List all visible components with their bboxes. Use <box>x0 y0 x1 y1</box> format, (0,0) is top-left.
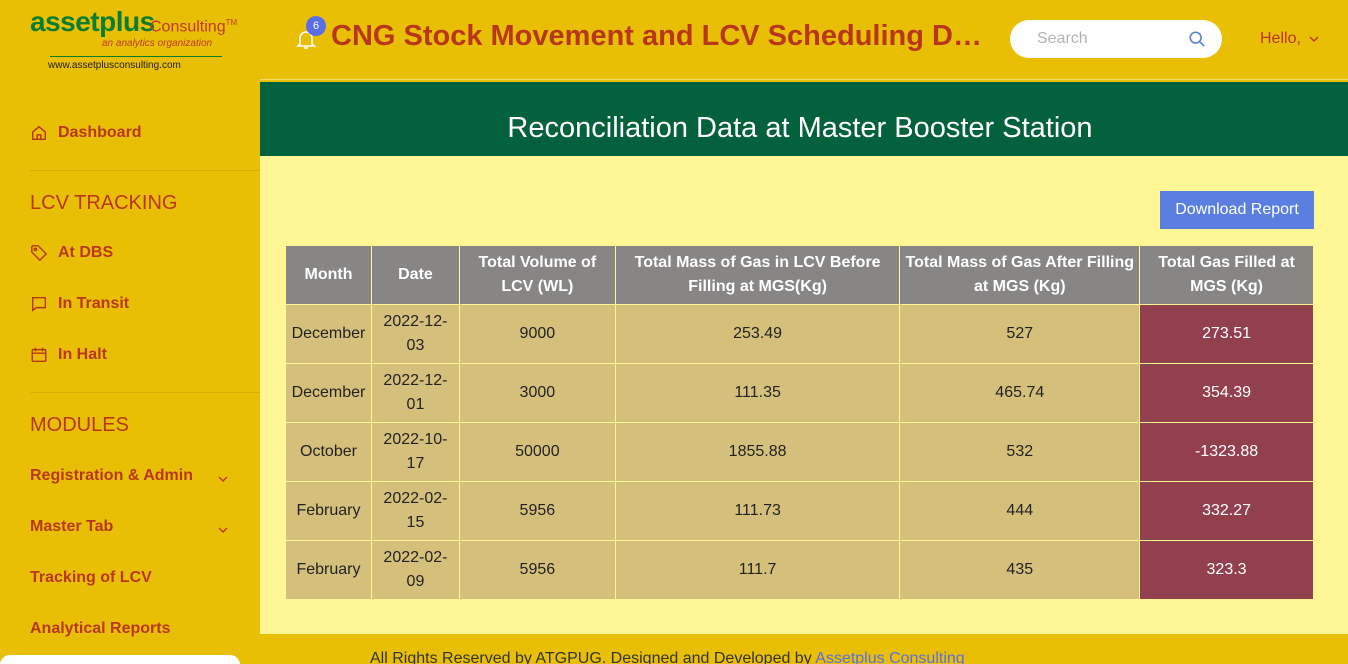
column-header-mass-before[interactable]: Total Mass of Gas in LCV Before Filling … <box>614 245 901 305</box>
section-title: Reconciliation Data at Master Booster St… <box>507 112 1093 144</box>
sidebar: assetplus ConsultingTM an analytics orga… <box>0 0 260 664</box>
cell-date: 2022-12-03 <box>370 304 460 364</box>
home-icon <box>31 125 47 141</box>
column-header-gas-filled[interactable]: Total Gas Filled at MGS (Kg) <box>1139 245 1314 305</box>
footer-link[interactable]: Assetplus Consulting <box>815 650 965 664</box>
column-header-mass-after[interactable]: Total Mass of Gas After Filling at MGS (… <box>899 245 1141 305</box>
main-content: Reconciliation Data at Master Booster St… <box>260 82 1348 634</box>
cell-month: December <box>285 363 372 423</box>
table-row: February 2022-02-15 5956 111.73 444 332.… <box>285 481 1314 541</box>
cell-gas-filled: -1323.88 <box>1139 422 1314 482</box>
sidebar-divider <box>30 170 260 171</box>
table-row: February 2022-02-09 5956 111.7 435 323.3 <box>285 540 1314 600</box>
logo-consulting: ConsultingTM <box>150 18 238 36</box>
cell-mass-before: 1855.88 <box>614 422 901 482</box>
notification-badge: 6 <box>306 16 326 36</box>
section-heading-modules: MODULES <box>30 414 129 436</box>
cell-volume: 5956 <box>458 540 616 600</box>
cell-month: December <box>285 304 372 364</box>
sidebar-item-label: At DBS <box>58 244 114 261</box>
logo-brand: assetplus <box>30 6 155 37</box>
sidebar-item-in-halt[interactable]: In Halt <box>30 346 107 364</box>
tag-icon <box>31 245 48 262</box>
sidebar-item-dashboard[interactable]: Dashboard <box>30 124 142 142</box>
sidebar-item-master-tab[interactable]: Master Tab <box>30 518 113 536</box>
sidebar-item-label: Master Tab <box>30 518 114 535</box>
cell-mass-before: 111.35 <box>614 363 901 423</box>
cell-volume: 5956 <box>458 481 616 541</box>
cell-mass-after: 527 <box>899 304 1141 364</box>
section-heading-lcv-tracking: LCV TRACKING <box>30 192 178 214</box>
column-header-total-volume[interactable]: Total Volume of LCV (WL) <box>458 245 616 305</box>
chevron-down-icon[interactable] <box>217 473 229 485</box>
sidebar-item-registration-admin[interactable]: Registration & Admin <box>30 467 193 485</box>
cell-mass-after: 444 <box>899 481 1141 541</box>
cell-volume: 3000 <box>458 363 616 423</box>
table-header-row: Month Date Total Volume of LCV (WL) Tota… <box>285 245 1314 305</box>
cell-gas-filled: 332.27 <box>1139 481 1314 541</box>
cell-month: February <box>285 481 372 541</box>
download-report-button[interactable]: Download Report <box>1160 191 1314 229</box>
cell-volume: 50000 <box>458 422 616 482</box>
cell-mass-before: 253.49 <box>614 304 901 364</box>
sidebar-item-label: Dashboard <box>58 124 142 141</box>
cell-date: 2022-10-17 <box>370 422 460 482</box>
logo-tagline: an analytics organization <box>102 38 213 49</box>
search-input[interactable] <box>1010 20 1222 58</box>
cell-date: 2022-02-15 <box>370 481 460 541</box>
sidebar-item-analytical-reports[interactable]: Analytical Reports <box>30 620 170 638</box>
company-logo[interactable]: assetplus ConsultingTM an analytics orga… <box>30 6 240 76</box>
table-row: December 2022-12-03 9000 253.49 527 273.… <box>285 304 1314 364</box>
cell-mass-before: 111.7 <box>614 540 901 600</box>
sidebar-divider <box>30 392 260 393</box>
cell-month: February <box>285 540 372 600</box>
cell-mass-after: 435 <box>899 540 1141 600</box>
cell-date: 2022-12-01 <box>370 363 460 423</box>
table-row: December 2022-12-01 3000 111.35 465.74 3… <box>285 363 1314 423</box>
user-greeting[interactable]: Hello, <box>1260 30 1301 47</box>
section-banner: Reconciliation Data at Master Booster St… <box>260 82 1348 156</box>
chevron-down-icon[interactable] <box>1308 33 1320 45</box>
cell-date: 2022-02-09 <box>370 540 460 600</box>
cell-mass-before: 111.73 <box>614 481 901 541</box>
footer-text: All Rights Reserved by ATGPUG. Designed … <box>370 650 816 664</box>
sidebar-item-label: In Halt <box>58 346 107 363</box>
calendar-icon <box>31 347 47 363</box>
sidebar-item-at-dbs[interactable]: At DBS <box>30 244 113 262</box>
sidebar-item-label: Registration & Admin <box>30 467 193 484</box>
table-row: October 2022-10-17 50000 1855.88 532 -13… <box>285 422 1314 482</box>
cell-volume: 9000 <box>458 304 616 364</box>
cell-gas-filled: 323.3 <box>1139 540 1314 600</box>
sidebar-item-label: In Transit <box>58 295 130 312</box>
logo-underline <box>50 56 222 57</box>
logo-url: www.assetplusconsulting.com <box>48 60 181 71</box>
message-icon <box>31 296 47 312</box>
column-header-date[interactable]: Date <box>370 245 460 305</box>
chevron-down-icon[interactable] <box>217 524 229 536</box>
reconciliation-table: Month Date Total Volume of LCV (WL) Tota… <box>285 245 1314 600</box>
sidebar-item-tracking-of-lcv[interactable]: Tracking of LCV <box>30 569 152 587</box>
cell-gas-filled: 354.39 <box>1139 363 1314 423</box>
top-header: 6 CNG Stock Movement and LCV Scheduling … <box>260 0 1348 80</box>
cell-mass-after: 465.74 <box>899 363 1141 423</box>
column-header-month[interactable]: Month <box>285 245 372 305</box>
search-icon[interactable] <box>1188 30 1206 48</box>
cell-month: October <box>285 422 372 482</box>
footer: All Rights Reserved by ATGPUG. Designed … <box>370 650 965 664</box>
sidebar-item-in-transit[interactable]: In Transit <box>30 295 129 313</box>
sidebar-item-label: Analytical Reports <box>30 620 171 637</box>
cell-gas-filled: 273.51 <box>1139 304 1314 364</box>
sidebar-item-label: Tracking of LCV <box>30 569 152 586</box>
cell-mass-after: 532 <box>899 422 1141 482</box>
page-title: CNG Stock Movement and LCV Scheduling Da… <box>331 20 991 52</box>
sidebar-scrollbar[interactable] <box>0 655 240 664</box>
